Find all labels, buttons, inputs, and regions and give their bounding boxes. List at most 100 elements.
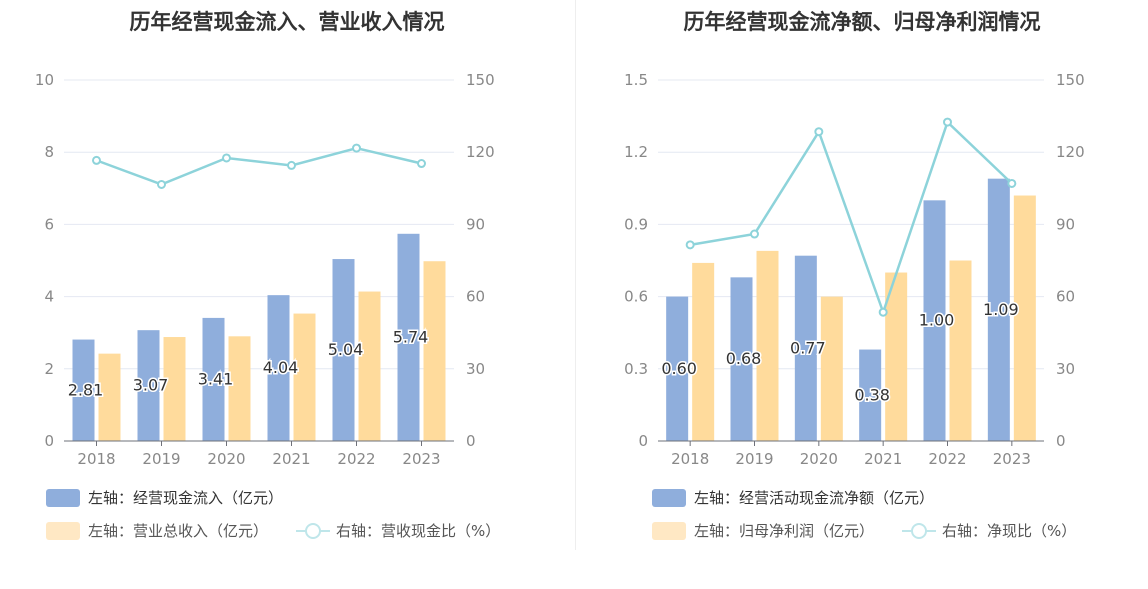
bar-primary (794, 255, 817, 441)
bar-secondary (1013, 195, 1036, 441)
data-label: 5.04 (328, 340, 364, 359)
y-right-tick-label: 60 (466, 288, 485, 306)
x-tick-label: 2018 (77, 450, 115, 468)
x-tick-label: 2019 (142, 450, 180, 468)
bar-secondary (163, 337, 186, 441)
panel-divider (575, 0, 576, 550)
x-tick-label: 2022 (337, 450, 375, 468)
y-right-tick-label: 0 (1056, 432, 1066, 450)
line-point (943, 117, 952, 127)
bar-primary (397, 233, 420, 441)
bar-primary (666, 296, 689, 441)
bar-primary (730, 277, 753, 441)
bar-secondary (423, 261, 446, 441)
data-label: 3.41 (198, 369, 234, 388)
data-label: 0.68 (726, 349, 762, 368)
y-left-tick-label: 0 (638, 432, 648, 450)
legend-label: 右轴：营收现金比（%） (336, 522, 501, 540)
legend-item-bar-secondary[interactable]: 左轴：归母净利润（亿元） (652, 520, 874, 541)
x-tick-label: 2023 (402, 450, 440, 468)
line-point (685, 240, 695, 250)
y-left-tick-label: 0.9 (624, 215, 648, 233)
x-tick-label: 2020 (207, 450, 245, 468)
x-tick-label: 2018 (671, 450, 709, 468)
data-label: 1.00 (919, 311, 955, 330)
chart-plot-area: 0 2 4 6 8 10 0 30 60 90 120 150 2018 2019 2020 2021 2022… (35, 71, 495, 468)
bar-primary (72, 339, 95, 441)
bar-primary (137, 330, 160, 441)
y-right-tick-label: 30 (1056, 360, 1075, 378)
chart-plot-area: 0 0.3 0.6 0.9 1.2 1.5 0 30 60 90 120 150 2018 2019 202… (624, 71, 1085, 468)
y-right-tick-label: 60 (1056, 288, 1075, 306)
y-right-tick-label: 150 (1056, 71, 1085, 89)
x-tick-label: 2021 (864, 450, 902, 468)
bar-secondary (820, 296, 843, 441)
bar-secondary (885, 272, 908, 441)
y-left-tick-label: 0 (44, 432, 54, 450)
y-left-tick-label: 8 (44, 143, 54, 161)
y-right-tick-label: 30 (466, 360, 485, 378)
line-series (689, 119, 1013, 317)
bar-primary (202, 317, 225, 441)
bar-secondary (293, 313, 316, 441)
bar-secondary (756, 250, 779, 441)
bar-primary (923, 200, 946, 441)
y-left-tick-label: 6 (44, 215, 54, 233)
line-point (352, 143, 361, 153)
data-label: 2.81 (68, 380, 104, 399)
legend-swatch (652, 521, 686, 540)
legend-label: 左轴：经营活动现金流净额（亿元） (694, 489, 935, 507)
legend-item-line[interactable]: 右轴：净现比（%） (902, 520, 1076, 541)
chart-title: 历年经营现金流入、营业收入情况 (129, 10, 445, 34)
data-label: 0.77 (790, 338, 826, 357)
bar-secondary (98, 353, 121, 441)
line-point (1007, 178, 1017, 188)
line-point (287, 160, 296, 170)
y-left-tick-label: 0.6 (624, 288, 648, 306)
line-point (157, 179, 166, 189)
data-label: 1.09 (983, 300, 1019, 319)
line-point (417, 159, 426, 169)
x-tick-label: 2021 (272, 450, 310, 468)
data-label: 4.04 (263, 358, 299, 377)
x-tick-label: 2019 (735, 450, 773, 468)
chart-panel-cash-inflow: 历年经营现金流入、营业收入情况 0 2 4 6 8 10 0 30 60 90 120 150 2018… (0, 0, 574, 560)
y-right-tick-label: 120 (466, 143, 495, 161)
legend-line-icon (296, 522, 330, 540)
y-left-tick-label: 4 (44, 288, 54, 306)
chart-panel-net-cash: 历年经营现金流净额、归母净利润情况 0 0.3 0.6 0.9 1.2 1.5 0 30 60 9… (576, 0, 1148, 560)
bar-secondary (949, 260, 972, 441)
legend-item-bar-primary[interactable]: 左轴：经营活动现金流净额（亿元） (652, 487, 934, 508)
bar-secondary (228, 336, 251, 441)
line-point (814, 127, 824, 137)
chart-title: 历年经营现金流净额、归母净利润情况 (683, 10, 1041, 34)
y-right-tick-label: 90 (1056, 215, 1075, 233)
y-left-tick-label: 2 (44, 360, 54, 378)
y-left-tick-label: 1.5 (624, 71, 648, 89)
y-left-tick-label: 0.3 (624, 360, 648, 378)
data-label: 3.07 (133, 376, 169, 395)
y-right-tick-label: 0 (466, 432, 476, 450)
legend-label: 左轴：归母净利润（亿元） (694, 522, 875, 540)
legend-swatch (46, 521, 80, 540)
y-left-tick-label: 10 (35, 71, 54, 89)
line-series (96, 146, 422, 186)
line-point (222, 153, 231, 163)
x-tick-label: 2020 (800, 450, 838, 468)
bar-primary (987, 178, 1010, 441)
legend-item-bar-secondary[interactable]: 左轴：营业总收入（亿元） (46, 520, 268, 541)
data-label: 5.74 (393, 327, 429, 346)
legend-swatch (46, 488, 80, 507)
legend-item-line[interactable]: 右轴：营收现金比（%） (296, 520, 500, 541)
bar-primary (859, 349, 882, 441)
y-right-tick-label: 150 (466, 71, 495, 89)
y-right-tick-label: 90 (466, 215, 485, 233)
legend-label: 左轴：经营现金流入（亿元） (88, 489, 284, 507)
data-label: 0.38 (854, 385, 890, 404)
y-left-tick-label: 1.2 (624, 143, 648, 161)
legend-item-bar-primary[interactable]: 左轴：经营现金流入（亿元） (46, 487, 283, 508)
line-point (92, 155, 101, 165)
x-tick-label: 2022 (928, 450, 966, 468)
y-right-tick-label: 120 (1056, 143, 1085, 161)
bar-secondary (358, 291, 381, 441)
